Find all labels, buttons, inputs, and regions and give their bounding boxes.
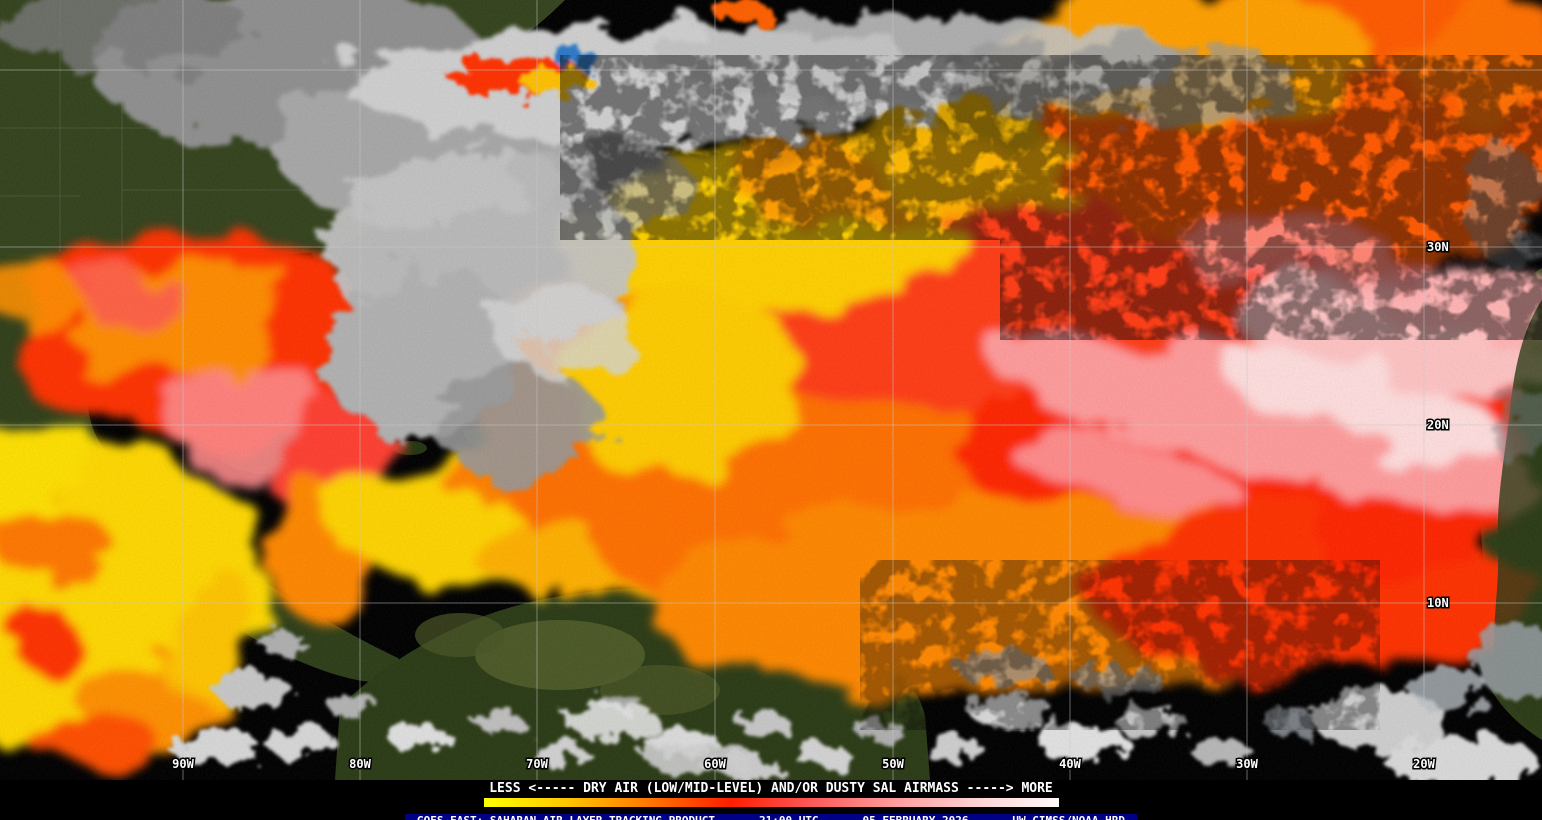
lon-label: 40W xyxy=(1059,757,1081,771)
latlon-grid: 90W 80W 70W 60W 50W 40W 30W 20W 30N 20N 10N xyxy=(0,0,1542,780)
lon-label: 80W xyxy=(349,757,371,771)
lon-label: 20W xyxy=(1413,757,1435,771)
lon-label: 50W xyxy=(882,757,904,771)
lon-label: 70W xyxy=(526,757,548,771)
product-time: 21:00 UTC xyxy=(759,814,819,820)
legend-scale-text: LESS <----- DRY AIR (LOW/MID-LEVEL) AND/… xyxy=(489,781,1053,796)
product-date: 05 FEBRUARY 2026 xyxy=(863,814,969,820)
lon-label: 60W xyxy=(704,757,726,771)
product-title-bar: GOES-EAST: SAHARAN AIR LAYER TRACKING PR… xyxy=(405,814,1137,820)
product-name: GOES-EAST: SAHARAN AIR LAYER TRACKING PR… xyxy=(417,814,715,820)
legend-colorbar xyxy=(483,798,1059,807)
lon-label: 90W xyxy=(172,757,194,771)
lat-label: 20N xyxy=(1427,418,1449,432)
lat-label: 30N xyxy=(1427,240,1449,254)
sensor-grain-dark xyxy=(0,0,1542,780)
title-bar-row: GOES-EAST: SAHARAN AIR LAYER TRACKING PR… xyxy=(0,809,1542,820)
lat-label: 10N xyxy=(1427,596,1449,610)
lon-label: 30W xyxy=(1236,757,1258,771)
legend-bar: LESS <----- DRY AIR (LOW/MID-LEVEL) AND/… xyxy=(0,780,1542,820)
satellite-map: 90W 80W 70W 60W 50W 40W 30W 20W 30N 20N 10N xyxy=(0,0,1542,780)
product-credit: UW-CIMSS/NOAA-HRD xyxy=(1012,814,1125,820)
